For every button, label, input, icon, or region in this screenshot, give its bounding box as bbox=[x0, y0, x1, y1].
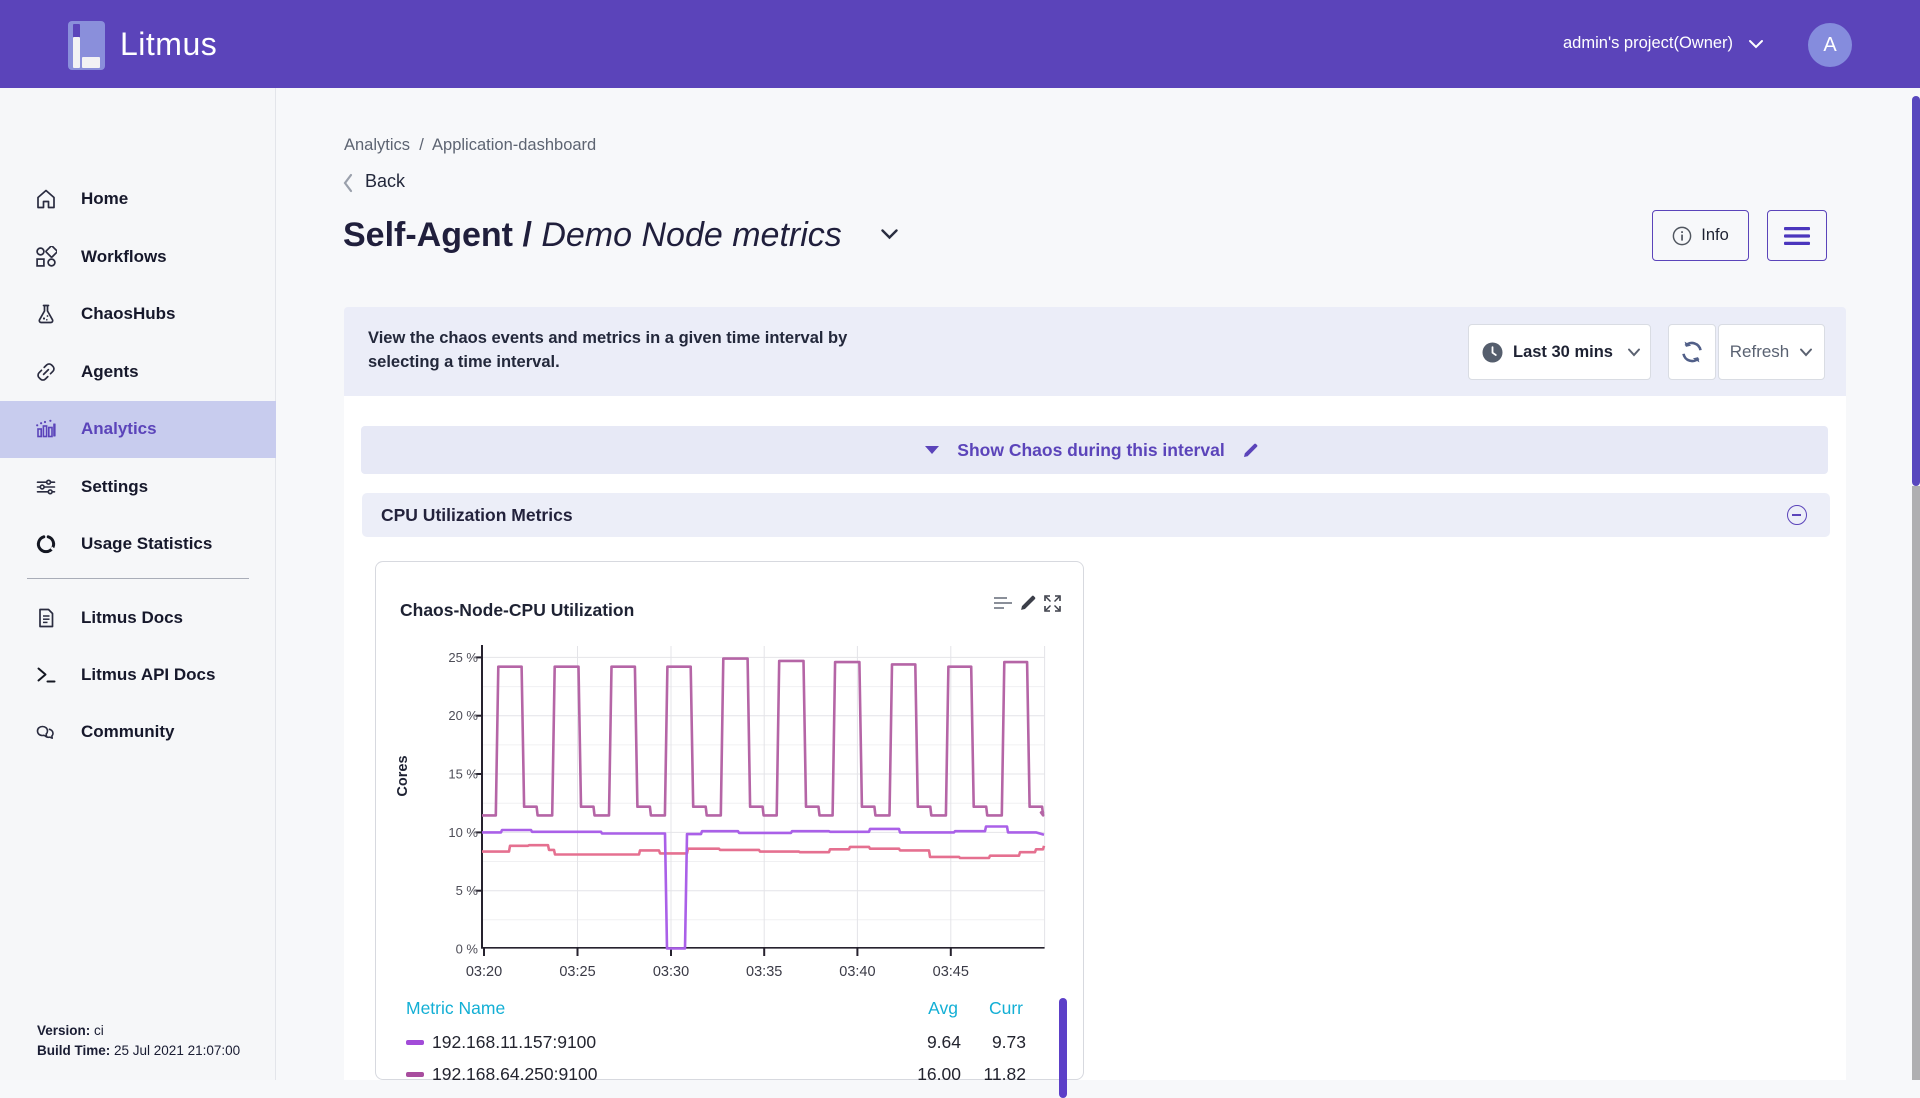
svg-text:03:35: 03:35 bbox=[746, 964, 782, 980]
svg-text:Cores: Cores bbox=[395, 755, 411, 796]
svg-text:03:25: 03:25 bbox=[559, 964, 595, 980]
svg-text:0 %: 0 % bbox=[456, 942, 479, 957]
svg-text:03:20: 03:20 bbox=[466, 964, 502, 980]
svg-text:5 %: 5 % bbox=[456, 883, 479, 898]
svg-text:03:40: 03:40 bbox=[839, 964, 875, 980]
svg-text:03:30: 03:30 bbox=[653, 964, 689, 980]
svg-text:25 %: 25 % bbox=[448, 650, 478, 665]
svg-text:10 %: 10 % bbox=[448, 825, 478, 840]
svg-text:03:45: 03:45 bbox=[933, 964, 969, 980]
svg-text:15 %: 15 % bbox=[448, 767, 478, 782]
svg-text:20 %: 20 % bbox=[448, 708, 478, 723]
